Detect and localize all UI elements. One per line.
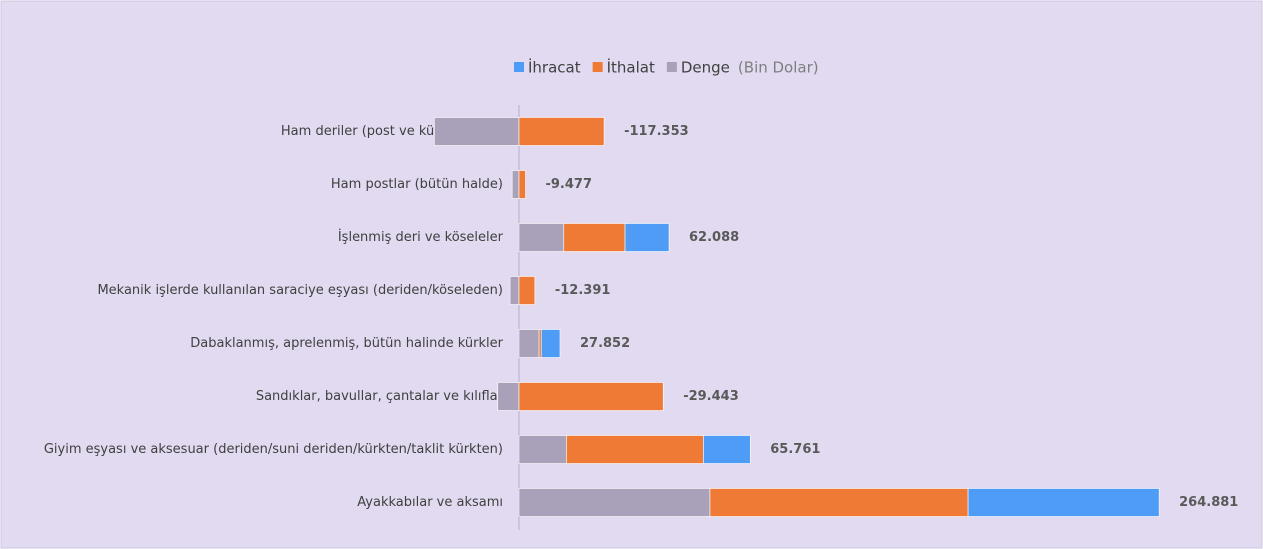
category-label: Ayakkabılar ve aksamı — [357, 495, 503, 510]
category-label: Ham postlar (bütün halde) — [331, 177, 503, 192]
data-label: 27.852 — [580, 336, 630, 351]
legend-unit: (Bin Dolar) — [738, 59, 819, 77]
data-label: -29.443 — [683, 389, 739, 404]
legend-swatch — [592, 62, 603, 72]
bar-segment — [518, 170, 526, 199]
category-label: Sandıklar, bavullar, çantalar ve kılıfla… — [256, 389, 504, 404]
bar-segment — [538, 329, 542, 358]
bar-segment — [540, 329, 561, 358]
data-label: 62.088 — [689, 230, 739, 245]
legend-swatch — [514, 62, 524, 72]
category-label: İşlenmiş deri ve köseleler — [338, 229, 504, 245]
bar-segment — [518, 435, 567, 464]
bar-segment — [434, 117, 520, 146]
data-label: 264.881 — [1179, 495, 1238, 510]
category-label: Giyim eşyası ve aksesuar (deriden/suni d… — [44, 442, 503, 457]
data-label: -12.391 — [555, 283, 611, 298]
bar-segment — [518, 223, 565, 252]
bar-segment — [709, 488, 969, 517]
data-label: -9.477 — [545, 177, 592, 192]
bar-segment — [518, 117, 605, 146]
legend-label: İhracat — [528, 58, 581, 77]
data-label: 65.761 — [770, 442, 820, 457]
bar-segment — [518, 276, 536, 305]
bar-segment — [509, 276, 520, 305]
data-label: -117.353 — [624, 124, 689, 139]
legend-swatch — [666, 62, 677, 72]
legend-label: İthalat — [607, 58, 655, 77]
category-label: Mekanik işlerde kullanılan saraciye eşya… — [97, 283, 503, 298]
bar-segment — [703, 435, 751, 464]
bar-segment — [624, 223, 670, 252]
bar-segment — [967, 488, 1160, 517]
bar-segment — [518, 488, 711, 517]
bar-segment — [511, 170, 520, 199]
bar-segment — [518, 382, 664, 411]
bar-segment — [563, 223, 626, 252]
bar-segment — [518, 329, 540, 358]
legend-label: Denge — [681, 59, 730, 77]
category-label: Dabaklanmış, aprelenmiş, bütün halinde k… — [190, 336, 503, 351]
bar-segment — [566, 435, 704, 464]
bar-segment — [497, 382, 520, 411]
